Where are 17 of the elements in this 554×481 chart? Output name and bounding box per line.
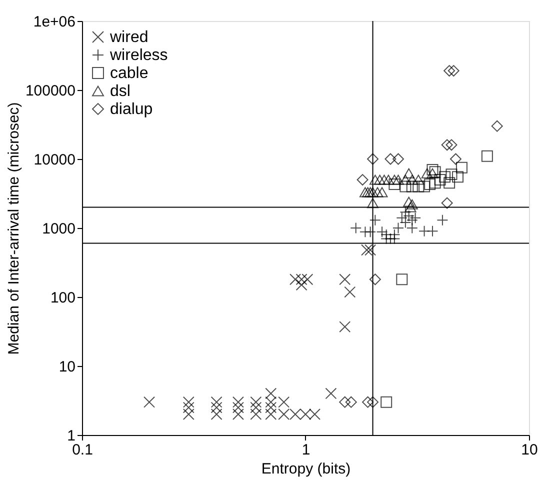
legend-label: dialup (110, 101, 153, 118)
y-tick-label: 1 (67, 428, 76, 444)
y-tick-label: 100 (50, 290, 76, 306)
x-axis-title: Entropy (bits) (261, 460, 351, 478)
legend-label: wired (109, 29, 148, 46)
x-tick-label: 0.1 (72, 442, 93, 458)
y-tick-label: 10 (58, 358, 76, 376)
legend-label: dsl (110, 83, 130, 100)
y-axis-title: Median of Inter-arrival time (microsec) (5, 102, 22, 355)
y-tick-label: 100000 (25, 82, 76, 100)
y-tick-label: 1e+06 (33, 14, 76, 30)
legend-label: cable (110, 65, 148, 82)
legend-label: wireless (109, 47, 168, 64)
x-tick-label: 1 (302, 442, 310, 458)
x-tick-label: 10 (521, 442, 538, 458)
y-tick-label: 10000 (34, 152, 76, 168)
y-tick-label: 1000 (42, 220, 76, 238)
